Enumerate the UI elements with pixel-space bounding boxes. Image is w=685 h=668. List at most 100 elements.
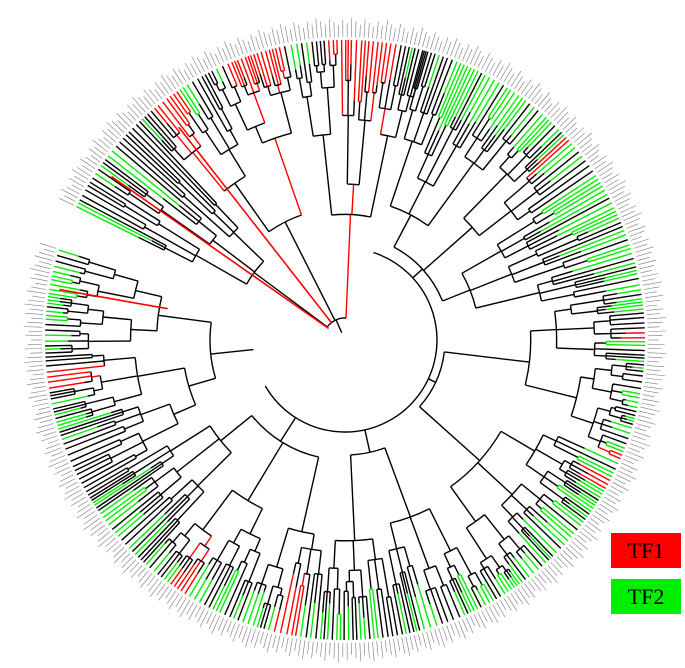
clade-right-connector [495,564,503,571]
tip-label-mark [422,31,427,48]
tip-label-mark [165,588,173,599]
tip-label-mark [247,41,252,52]
tip-label-mark [306,21,310,40]
tip-label-mark [430,630,435,644]
tip-label-mark [397,638,401,652]
clade-bottom-branch [162,522,181,541]
clade-upper-right-branch [544,250,582,266]
clade-right-branch [529,505,548,523]
red-long-branch [111,175,330,330]
clade-lower-right-branch [474,585,479,591]
tip-branch [173,572,185,587]
clade-bottom-connector [184,494,191,500]
tip-branch [114,511,141,534]
tip-branch [614,308,644,313]
clade-upper-right-branch [430,124,447,157]
tip-label-mark [259,631,264,644]
clade-right-branch [450,486,477,522]
clade-upper-left-connector [214,202,218,206]
clade-upper-right-branch [522,146,529,153]
tip-label-mark [177,597,187,613]
clade-bottom-connector [173,467,182,478]
clade-lower-right-branch [384,447,412,518]
tip-label-mark [393,639,397,658]
clade-bottom-branch [249,508,264,535]
clade-bottom-connector [288,527,315,535]
clade-bottom-branch [151,465,164,474]
legend-tf2: TF2 [611,579,681,614]
tip-label-mark [263,32,268,48]
clade-lower-right-branch [434,587,440,598]
tip-branch [219,571,240,613]
clade-bottom-branch [144,481,156,490]
tip-label-mark [454,622,461,638]
tip-label-mark [120,553,131,563]
clade-bottom-branch [176,555,183,563]
tip-label-mark [34,398,48,402]
clade-upper-right-branch [502,130,510,139]
clade-right-connector [570,376,582,417]
tip-branch [279,573,295,634]
clade-left-branch [63,304,71,307]
tip-branch [541,175,597,212]
clade-left-connector [90,371,93,382]
tip-label-mark [23,326,43,328]
clade-left-branch [84,380,93,384]
tip-branch [54,407,81,416]
tip-label-mark [372,26,374,39]
tip-branch [172,93,189,115]
tip-branch [521,558,535,574]
tip-branch [107,155,164,200]
tip-label-mark [426,631,432,650]
tip-label-mark [294,639,297,652]
tip-branch [45,351,61,354]
tip-label-mark [48,459,67,468]
clade-right-connector [501,483,522,506]
clade-left-branch [120,432,140,443]
tip-label-mark [77,503,91,513]
tip-label-mark [49,455,66,462]
clade-lower-right-branch [449,580,456,592]
clade-right-branch [564,474,577,484]
clade-upper-left-branch [215,83,221,92]
tip-label-mark [389,24,392,41]
tip-branch [97,472,153,512]
clade-bottom-connector [174,517,181,524]
clade-right-connector [563,480,568,486]
clade-upper-left-connector [220,143,239,156]
tip-label-mark [612,191,625,199]
clade-upper-left-branch [228,149,246,177]
clade-right-branch [511,494,528,511]
tip-branch [45,314,68,318]
clade-left-branch [114,413,141,424]
tip-branch [46,362,77,367]
clade-upper-left-stem [335,319,343,333]
clade-lower-right-branch [388,550,397,585]
clade-upper-left-branch [192,177,218,204]
clade-right-branch [610,323,623,326]
clade-left-branch [76,360,105,365]
tip-branch [399,46,407,72]
clade-upper-right-branch [442,289,471,302]
tip-branch [331,608,335,640]
clade-upper-left-branch [282,70,286,79]
clade-bottom-branch [228,545,241,566]
clade-right-branch [543,476,559,488]
clade-bottom-branch [304,574,311,606]
clade-lower-right-connector [423,565,436,571]
clade-left-branch [122,406,139,413]
clade-right-branch [505,570,512,578]
tip-label-mark [499,600,507,611]
clade-upper-left-branch [205,105,214,117]
clade-bottom-branch [184,523,196,537]
tip-label-mark [492,60,502,76]
clade-left-branch [173,404,196,415]
tip-branch [102,486,145,519]
clade-upper-right-branch [552,273,578,283]
tip-label-mark [507,595,518,612]
clade-upper-left-branch [294,69,298,79]
clade-lower-right-branch [371,538,377,560]
clade-right-branch [565,482,581,494]
tip-label-mark [69,177,84,187]
tip-branch [358,603,362,640]
